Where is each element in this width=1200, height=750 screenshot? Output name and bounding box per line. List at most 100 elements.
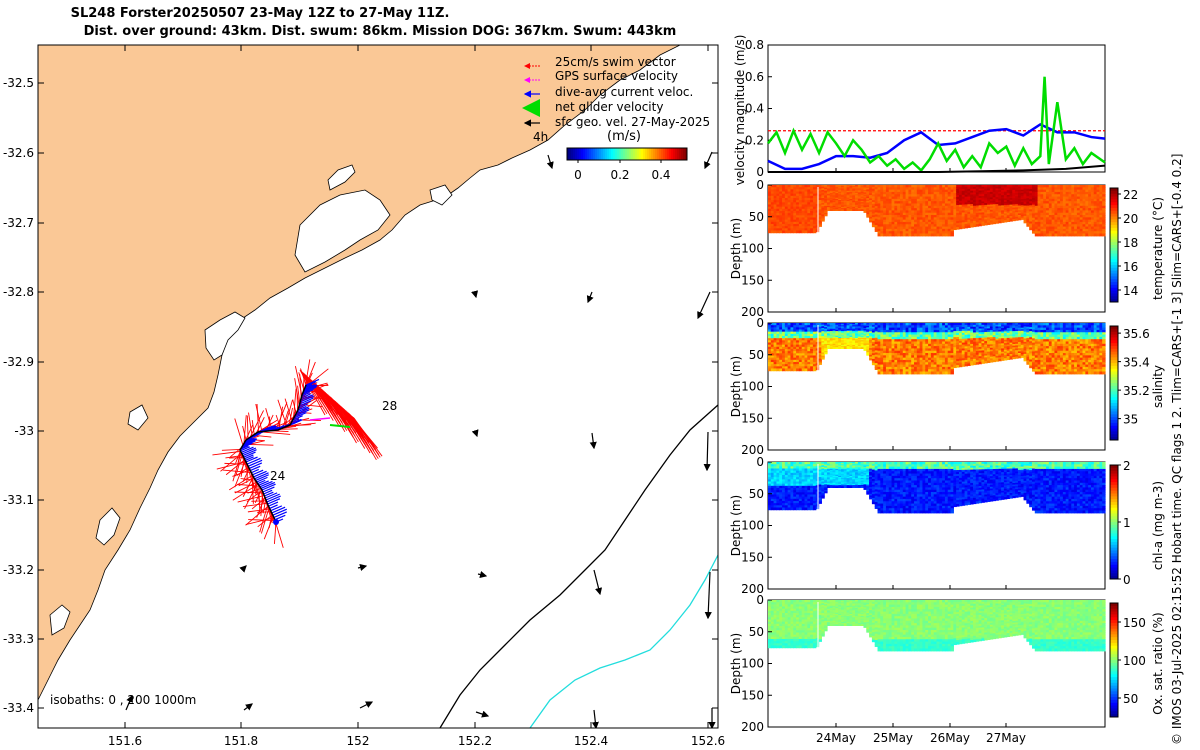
current-vector bbox=[271, 506, 286, 514]
swim-vector bbox=[249, 410, 264, 438]
section-colorbar-cell bbox=[1110, 239, 1118, 243]
section-colorbar-cell bbox=[1110, 250, 1118, 255]
swim-vector bbox=[298, 372, 305, 391]
swim-vector bbox=[304, 361, 316, 389]
lake bbox=[127, 404, 149, 431]
current-vector bbox=[257, 479, 266, 485]
swim-vector bbox=[246, 415, 249, 439]
swim-vector bbox=[235, 454, 243, 477]
swim-vector bbox=[250, 471, 257, 495]
swim-vector bbox=[242, 425, 247, 441]
swim-vector bbox=[255, 403, 263, 432]
section-cell bbox=[815, 367, 820, 371]
velocity-ytick-label: 0 bbox=[756, 165, 764, 179]
swim-vector bbox=[331, 397, 357, 444]
section-colorbar-cell bbox=[1110, 216, 1118, 220]
velocity-ytick-label: 0.6 bbox=[745, 70, 764, 84]
lake bbox=[204, 311, 246, 361]
current-vector bbox=[265, 493, 280, 501]
section-colorbar-cell bbox=[1110, 225, 1118, 229]
lake bbox=[95, 507, 121, 546]
section-colorbar-cell bbox=[1110, 273, 1118, 277]
section-colorbar-cell bbox=[1110, 222, 1118, 226]
swim-vector bbox=[300, 370, 328, 415]
current-vector bbox=[258, 480, 269, 486]
current-vector bbox=[251, 468, 260, 474]
swim-vector bbox=[244, 482, 258, 509]
swim-vector bbox=[337, 403, 366, 449]
current-vector bbox=[259, 425, 274, 433]
section-colorbar-cell bbox=[1110, 233, 1118, 237]
isobath-1000m bbox=[529, 554, 718, 728]
section-ytick-label: 50 bbox=[749, 210, 764, 224]
section-cell bbox=[950, 233, 954, 237]
section-colorbar-cell bbox=[1110, 247, 1118, 252]
swim-vector bbox=[256, 403, 260, 432]
current-vector bbox=[270, 505, 283, 512]
swim-vector bbox=[304, 359, 311, 387]
swim-vector bbox=[292, 399, 297, 414]
current-vector bbox=[272, 508, 288, 516]
current-vector bbox=[242, 438, 258, 446]
swim-vector bbox=[229, 474, 253, 491]
section-colorbar-cell bbox=[1110, 259, 1118, 263]
section-colorbar-cell bbox=[1110, 253, 1118, 257]
current-vector bbox=[246, 457, 261, 465]
swim-vector bbox=[275, 414, 282, 429]
swim-vector bbox=[248, 412, 253, 436]
swim-vector bbox=[259, 504, 269, 533]
section-ylabel: Depth (m) bbox=[729, 218, 743, 279]
swim-vector bbox=[284, 398, 293, 422]
land-area bbox=[38, 45, 681, 701]
section-colorbar-cell bbox=[1110, 199, 1118, 203]
section-colorbar-cell bbox=[1110, 227, 1118, 232]
current-vector bbox=[244, 454, 254, 460]
current-vector bbox=[245, 456, 258, 463]
section-colorbar-tick-label: 14 bbox=[1123, 284, 1138, 298]
swim-vector bbox=[297, 385, 301, 404]
section-colorbar-cell bbox=[1110, 242, 1118, 246]
swim-vector bbox=[294, 366, 303, 396]
section-colorbar-cell bbox=[1110, 207, 1118, 212]
lake bbox=[429, 184, 453, 206]
current-vector bbox=[241, 447, 257, 455]
current-vector bbox=[261, 483, 276, 491]
swim-vector bbox=[221, 448, 241, 451]
section-cell bbox=[824, 214, 828, 217]
swim-vector bbox=[230, 447, 242, 458]
swim-vector bbox=[246, 462, 255, 490]
section-colorbar-cell bbox=[1110, 210, 1118, 215]
swim-vector bbox=[243, 415, 247, 444]
lake bbox=[327, 164, 356, 191]
swim-vector bbox=[319, 387, 348, 431]
lake bbox=[49, 604, 71, 636]
section-cell bbox=[815, 229, 820, 233]
section-cell bbox=[818, 224, 822, 227]
current-vector bbox=[267, 498, 281, 505]
section-ytick-label: 0 bbox=[756, 178, 764, 192]
velocity-ytick-label: 0.8 bbox=[745, 38, 764, 52]
section-cell bbox=[950, 371, 954, 375]
current-vector bbox=[291, 418, 300, 423]
current-vector bbox=[243, 451, 256, 458]
section-colorbar-tick-label: 20 bbox=[1123, 212, 1138, 226]
swim-vector bbox=[353, 417, 380, 456]
current-vector bbox=[263, 489, 273, 495]
current-vector bbox=[242, 449, 257, 457]
current-vector bbox=[256, 476, 268, 483]
current-vector bbox=[250, 465, 261, 472]
isobath-200m bbox=[439, 404, 718, 728]
section-colorbar-cell bbox=[1110, 287, 1118, 292]
chart-title-line1: SL248 Forster20250507 23-May 12Z to 27-M… bbox=[70, 6, 450, 21]
swim-vector bbox=[313, 381, 339, 426]
swim-vector bbox=[232, 452, 242, 482]
section-colorbar-cell bbox=[1110, 219, 1118, 223]
section-colorbar-cell bbox=[1110, 213, 1118, 217]
geo-velocity-arrows bbox=[125, 151, 716, 728]
swim-vector bbox=[259, 487, 265, 505]
current-vector bbox=[259, 480, 273, 488]
swim-vector bbox=[299, 369, 326, 416]
